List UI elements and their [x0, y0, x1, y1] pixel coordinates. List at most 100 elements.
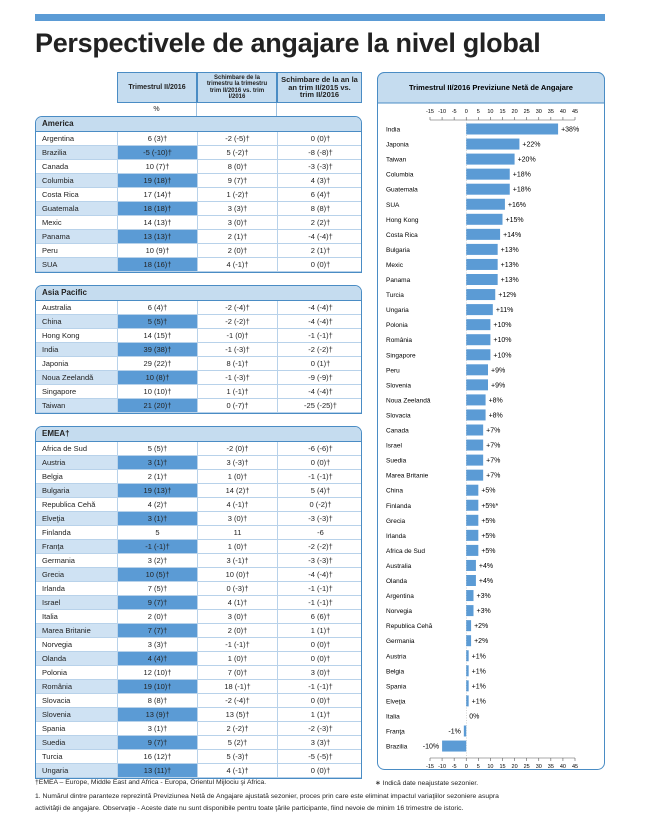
bar	[466, 213, 503, 225]
x-tick-label: 45	[572, 764, 578, 770]
x-tick-label: 15	[499, 764, 505, 770]
country-cell: Germania	[36, 554, 118, 567]
value-cell: 0 (0)†	[310, 260, 331, 269]
category-label: China	[386, 488, 403, 495]
category-label: Norvegia	[386, 608, 412, 615]
table-row: Finlanda 5 11 -6	[36, 526, 361, 540]
value-cell: 0 (0)†	[310, 696, 331, 705]
table-row: Austria 3 (1)† 3 (-3)† 0 (0)†	[36, 456, 361, 470]
value-label: +8%	[489, 412, 503, 419]
country-cell: Argentina	[36, 132, 118, 145]
x-tick-label: -10	[438, 109, 446, 115]
country-cell: Ungaria	[36, 764, 118, 777]
x-tick-label: -15	[426, 109, 434, 115]
category-label: Hong Kong	[386, 217, 419, 224]
value-label: +38%	[561, 127, 579, 134]
table-row: India 39 (38)† -1 (-3)† -2 (-2)†	[36, 343, 361, 357]
value-cell: 9 (7)†	[118, 736, 198, 749]
value-cell: -6	[317, 528, 324, 537]
bar	[466, 650, 469, 662]
table-header: Trimestrul II/2016 Schimbare de la trimes…	[35, 72, 362, 116]
category-label: Israel	[386, 443, 402, 450]
value-cell: 18 (-1)†	[198, 680, 278, 693]
value-label: +10%	[493, 337, 511, 344]
bar	[466, 590, 474, 602]
table-row: Singapore 10 (10)† 1 (-1)† -4 (-4)†	[36, 385, 361, 399]
value-cell: 2 (-2)†	[198, 722, 278, 735]
column-header: Trimestrul II/2016	[117, 72, 197, 103]
value-cell: 2 (0)†	[198, 624, 278, 637]
value-cell: 39 (38)†	[118, 343, 198, 356]
value-cell: 13 (9)†	[118, 708, 198, 721]
footnote: activităţii de angajare. Observaţie - Ac…	[35, 805, 464, 812]
value-label: +9%	[491, 367, 505, 374]
country-cell: Israel	[36, 596, 118, 609]
bar	[442, 740, 467, 752]
bar	[466, 319, 491, 331]
value-cell: 4 (2)†	[118, 498, 198, 511]
value-cell: 19 (13)†	[118, 484, 198, 497]
value-cell: 18 (18)†	[118, 202, 198, 215]
x-tick-label: -10	[438, 764, 446, 770]
x-tick-label: 40	[560, 109, 566, 115]
value-cell: 5 (2)†	[198, 736, 278, 749]
value-label: +2%	[474, 638, 488, 645]
value-cell: 8 (-1)†	[198, 357, 278, 370]
country-cell: România	[36, 680, 118, 693]
bar	[466, 635, 472, 647]
country-cell: Canada	[36, 160, 118, 173]
category-label: Panama	[386, 277, 411, 284]
value-cell: -1 (-3)†	[198, 371, 278, 384]
table-row: SUA 18 (16)† 4 (-1)† 0 (0)†	[36, 258, 361, 272]
category-label: Polonia	[386, 322, 408, 329]
country-cell: India	[36, 343, 118, 356]
category-label: SUA	[386, 202, 400, 209]
category-label: Finlanda	[386, 503, 411, 510]
value-cell: 10 (0)†	[198, 568, 278, 581]
country-cell: Franţa	[36, 540, 118, 553]
bar	[466, 575, 476, 586]
category-label: Slovenia	[386, 382, 411, 389]
country-cell: Brazilia	[36, 146, 118, 159]
table-row: Bulgaria 19 (13)† 14 (2)† 5 (4)†	[36, 484, 361, 498]
value-label: +1%	[472, 668, 486, 675]
value-label: -1%	[448, 729, 460, 736]
x-tick-label: 10	[487, 109, 493, 115]
table-row: Peru 10 (9)† 2 (0)† 2 (1)†	[36, 244, 361, 258]
value-cell: 13 (5)†	[198, 708, 278, 721]
unit-cell	[277, 103, 362, 116]
country-cell: Japonia	[36, 357, 118, 370]
country-cell: Noua Zeelandă	[36, 371, 118, 384]
value-cell: 13 (13)†	[118, 230, 198, 243]
value-cell: 3 (3)†	[118, 638, 198, 651]
value-cell: 1 (1)†	[310, 710, 331, 719]
value-cell: 17 (14)†	[118, 188, 198, 201]
value-cell: 6 (4)†	[310, 190, 331, 199]
bar	[466, 409, 486, 421]
country-cell: Africa de Sud	[36, 442, 118, 455]
value-cell: 5 (5)†	[118, 442, 198, 455]
value-label: +14%	[503, 232, 521, 239]
country-cell: China	[36, 315, 118, 328]
bar	[466, 198, 505, 210]
category-label: Noua Zeelandă	[386, 397, 431, 404]
value-label: +7%	[486, 428, 500, 435]
category-label: Mexic	[386, 262, 404, 269]
x-tick-label: 35	[548, 109, 554, 115]
value-cell: 1 (-2)†	[198, 188, 278, 201]
bar	[466, 138, 520, 150]
table-row: Columbia 19 (18)† 9 (7)† 4 (3)†	[36, 174, 361, 188]
value-cell: 3 (1)†	[118, 722, 198, 735]
value-cell: -3 (-3)†	[308, 556, 333, 565]
table-row: Australia 6 (4)† -2 (-4)† -4 (-4)†	[36, 301, 361, 315]
value-cell: -2 (-2)†	[198, 315, 278, 328]
value-cell: -2 (-2)†	[308, 345, 333, 354]
table-row: Slovenia 13 (9)† 13 (5)† 1 (1)†	[36, 708, 361, 722]
category-label: Argentina	[386, 593, 414, 600]
category-label: Irlanda	[386, 533, 406, 540]
x-tick-label: 5	[477, 764, 480, 770]
bar	[466, 680, 469, 692]
x-tick-label: 35	[548, 764, 554, 770]
value-label: +13%	[501, 277, 519, 284]
value-cell: 4 (-1)†	[198, 498, 278, 511]
